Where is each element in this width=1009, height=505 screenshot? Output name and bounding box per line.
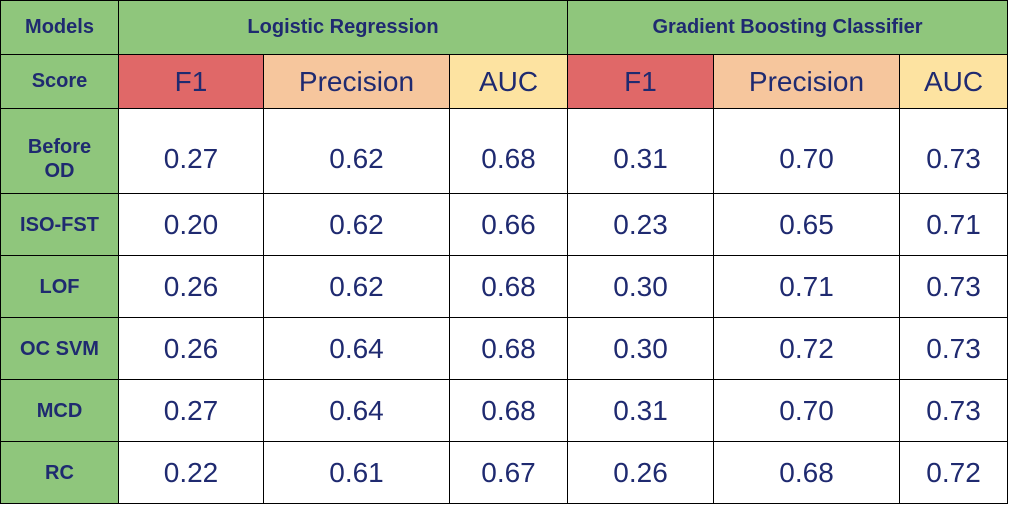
table-row: LOF 0.26 0.62 0.68 0.30 0.71 0.73: [0, 255, 1009, 318]
value-cell: 0.72: [713, 317, 901, 380]
value-cell: 0.70: [713, 379, 901, 442]
value-cell: 0.62: [263, 108, 450, 194]
value-cell: 0.61: [263, 441, 450, 504]
metric-header-f1: F1: [118, 54, 264, 109]
value-cell: 0.26: [567, 441, 715, 504]
metric-header-auc: AUC: [448, 54, 569, 109]
value-cell: 0.68: [448, 317, 569, 380]
model-label: MCD: [0, 379, 119, 442]
value-cell: 0.26: [118, 255, 264, 318]
group-header-logistic-regression: Logistic Regression: [117, 0, 569, 55]
model-label: Before OD: [0, 108, 119, 194]
model-label: LOF: [0, 255, 119, 318]
value-cell: 0.71: [713, 255, 901, 318]
value-cell: 0.27: [118, 108, 264, 194]
value-cell: 0.62: [263, 255, 450, 318]
model-label: OC SVM: [0, 317, 119, 380]
table-row: RC 0.22 0.61 0.67 0.26 0.68 0.72: [0, 441, 1009, 504]
value-cell: 0.73: [899, 255, 1009, 318]
value-cell: 0.73: [899, 379, 1009, 442]
value-cell: 0.27: [118, 379, 264, 442]
value-cell: 0.64: [263, 379, 450, 442]
value-cell: 0.30: [567, 255, 715, 318]
metric-header-precision: Precision: [263, 54, 450, 109]
table-row: ISO-FST 0.20 0.62 0.66 0.23 0.65 0.71: [0, 193, 1009, 256]
score-row: Score F1 Precision AUC F1 Precision AUC: [0, 54, 1009, 109]
value-cell: 0.23: [567, 193, 715, 256]
metric-header-precision: Precision: [713, 54, 901, 109]
value-cell: 0.31: [567, 108, 715, 194]
value-cell: 0.22: [118, 441, 264, 504]
metric-header-auc: AUC: [899, 54, 1009, 109]
value-cell: 0.72: [899, 441, 1009, 504]
value-cell: 0.66: [448, 193, 569, 256]
table-row: OC SVM 0.26 0.64 0.68 0.30 0.72 0.73: [0, 317, 1009, 380]
model-label-line: OD: [44, 160, 75, 182]
group-header-gradient-boosting: Gradient Boosting Classifier: [567, 0, 1009, 55]
value-cell: 0.73: [899, 108, 1009, 194]
value-cell: 0.20: [118, 193, 264, 256]
model-label: RC: [0, 441, 119, 504]
value-cell: 0.68: [448, 108, 569, 194]
model-label: ISO-FST: [0, 193, 119, 256]
value-cell: 0.71: [899, 193, 1009, 256]
metric-header-f1: F1: [567, 54, 715, 109]
header-row: Models Logistic Regression Gradient Boos…: [0, 0, 1009, 55]
score-header: Score: [0, 54, 119, 109]
value-cell: 0.26: [118, 317, 264, 380]
models-header: Models: [0, 0, 119, 55]
value-cell: 0.68: [448, 255, 569, 318]
table-row: MCD 0.27 0.64 0.68 0.31 0.70 0.73: [0, 379, 1009, 442]
value-cell: 0.65: [713, 193, 901, 256]
value-cell: 0.70: [713, 108, 901, 194]
value-cell: 0.64: [263, 317, 450, 380]
value-cell: 0.67: [448, 441, 569, 504]
table-row: Before OD 0.27 0.62 0.68 0.31 0.70 0.73: [0, 108, 1009, 194]
value-cell: 0.68: [713, 441, 901, 504]
value-cell: 0.30: [567, 317, 715, 380]
model-label-line: Before: [27, 136, 92, 158]
value-cell: 0.68: [448, 379, 569, 442]
value-cell: 0.62: [263, 193, 450, 256]
value-cell: 0.31: [567, 379, 715, 442]
value-cell: 0.73: [899, 317, 1009, 380]
